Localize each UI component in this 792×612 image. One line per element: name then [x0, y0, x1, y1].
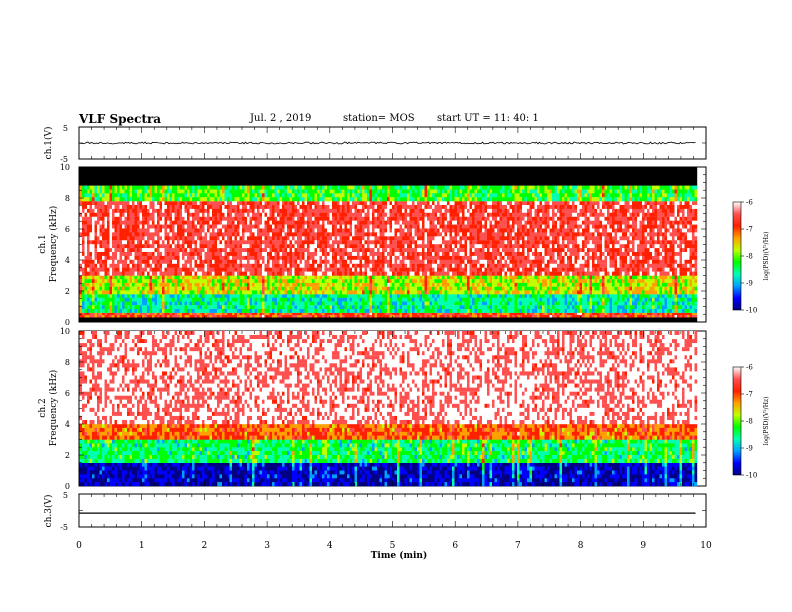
cb2-tick--9: -9: [746, 445, 753, 453]
spec2-ytick-10: 10: [60, 327, 70, 336]
x-axis-label: Time (min): [371, 550, 428, 561]
x-tick-3: 3: [264, 541, 270, 551]
spec1-ytick-4: 4: [65, 256, 70, 265]
station-label: station= MOS: [343, 113, 415, 124]
x-tick-2: 2: [202, 541, 208, 551]
ch1-waveform-panel: 5 -5 ch.1(V): [43, 124, 707, 164]
cb2-tick--6: -6: [746, 364, 753, 372]
x-tick-8: 8: [578, 541, 584, 551]
x-tick-1: 1: [139, 541, 145, 551]
spec1-ytick-0: 0: [65, 318, 70, 327]
wave1-tick-bottom: -5: [60, 155, 68, 164]
ch2-spectrogram-panel: ch.2 Frequency (kHz) 0 2 4 6 8 10: [38, 327, 707, 491]
spec2-ylabel-channel: ch.2: [38, 398, 48, 417]
spec2-ytick-8: 8: [65, 358, 70, 367]
spec1-ylabel-channel: ch.1: [38, 234, 48, 253]
spec2-ylabel-frequency: Frequency (kHz): [48, 370, 59, 447]
wave1-ylabel: ch.1(V): [43, 127, 54, 160]
ch1-spectrogram-panel: ch.1 Frequency (kHz) 0 2 4 6 8 10: [38, 163, 707, 327]
ch1-colorbar-label: log(PSD)(V²/Hz): [763, 232, 770, 281]
x-tick-6: 6: [452, 541, 458, 551]
date-label: Jul. 2 , 2019: [250, 113, 312, 124]
spec1-ylabel-frequency: Frequency (kHz): [48, 206, 59, 283]
spec1-ytick-2: 2: [65, 287, 70, 296]
spec1-ytick-6: 6: [65, 225, 70, 234]
cb2-tick--8: -8: [746, 418, 753, 426]
ch2-colorbar-label: log(PSD)(V²/Hz): [763, 397, 770, 446]
x-tick-4: 4: [327, 541, 333, 551]
x-tick-9: 9: [640, 541, 646, 551]
ch3-waveform-panel: 5 -5 ch.3(V): [43, 491, 707, 532]
cb1-tick--7: -7: [746, 226, 753, 234]
wave1-tick-top: 5: [63, 124, 68, 133]
x-tick-0: 0: [76, 541, 82, 551]
spec2-ytick-2: 2: [65, 451, 70, 460]
start-time-label: start UT = 11: 40: 1: [437, 113, 539, 124]
cb1-tick--8: -8: [746, 253, 753, 261]
cb2-tick--10: -10: [746, 472, 757, 480]
cb1-tick--9: -9: [746, 280, 753, 288]
cb1-tick--6: -6: [746, 199, 753, 207]
wave3-ylabel: ch.3(V): [43, 495, 54, 528]
spec2-cells: [79, 331, 698, 487]
spec2-ytick-4: 4: [65, 420, 70, 429]
ch1-colorbar: log(PSD)(V²/Hz) -6 -7 -8 -9 -10: [732, 199, 770, 315]
spec1-ytick-10: 10: [60, 163, 70, 172]
ch2-colorbar: log(PSD)(V²/Hz) -6 -7 -8 -9 -10: [732, 364, 770, 480]
wave1-trace: [78, 141, 696, 145]
wave3-tick-top: 5: [63, 491, 68, 500]
chart-title: VLF Spectra: [79, 112, 162, 126]
x-tick-5: 5: [390, 541, 396, 551]
spec1-cells: [79, 167, 698, 322]
x-tick-7: 7: [515, 541, 521, 551]
spec2-ytick-6: 6: [65, 389, 70, 398]
time-axis: Time (min) 0 1 2 3 4 5 6 7 8 9 10: [76, 541, 712, 561]
x-tick-10: 10: [700, 541, 712, 551]
cb1-tick--10: -10: [746, 307, 757, 315]
cb2-tick--7: -7: [746, 391, 753, 399]
wave3-tick-bottom: -5: [60, 523, 68, 532]
spec1-ytick-8: 8: [65, 194, 70, 203]
spec2-ytick-0: 0: [65, 482, 70, 491]
